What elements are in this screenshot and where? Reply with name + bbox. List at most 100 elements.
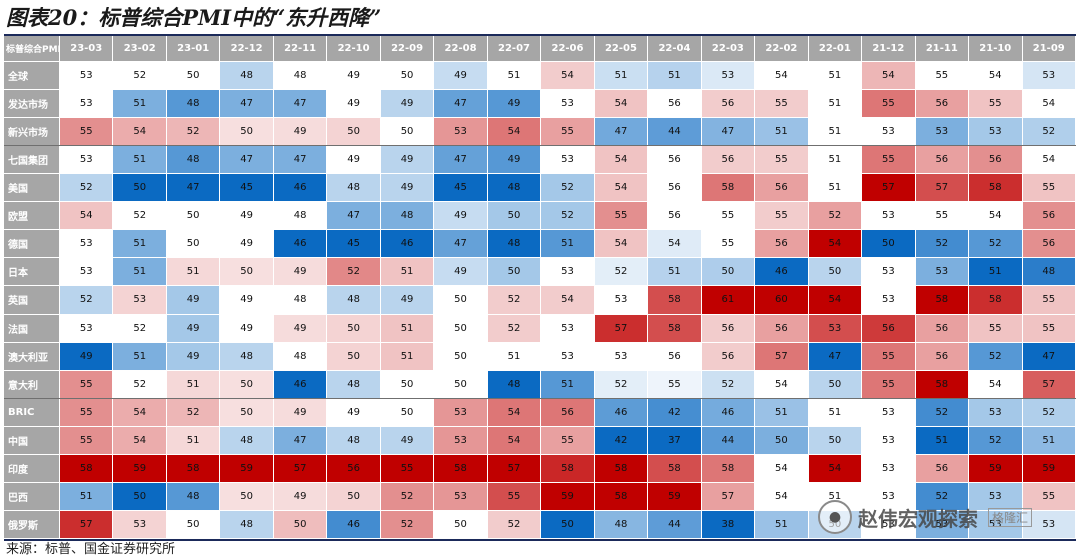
heatmap-cell: 57 — [60, 510, 114, 539]
heatmap-cell: 53 — [434, 482, 488, 511]
heatmap-cell: 51 — [808, 398, 863, 427]
heatmap-cell: 54 — [1022, 146, 1076, 175]
heatmap-cell: 56 — [648, 146, 702, 175]
heatmap-cell: 57 — [862, 174, 916, 203]
heatmap-cell: 47 — [166, 174, 221, 203]
heatmap-cell: 49 — [220, 314, 274, 343]
heatmap-cell: 47 — [273, 146, 328, 175]
heatmap-cell: 48 — [594, 510, 649, 539]
heatmap-cell: 47 — [701, 118, 756, 147]
heatmap-cell: 51 — [380, 342, 435, 371]
heatmap-cell: 51 — [113, 146, 167, 175]
heatmap-cell: 44 — [648, 118, 702, 147]
heatmap-cell: 55 — [60, 370, 114, 399]
heatmap-cell: 59 — [969, 454, 1023, 483]
heatmap-cell: 53 — [60, 90, 114, 119]
heatmap-cell: 53 — [808, 314, 863, 343]
heatmap-cell: 49 — [220, 202, 274, 231]
heatmap-cell: 55 — [1022, 314, 1076, 343]
heatmap-cell: 55 — [648, 370, 702, 399]
heatmap-cell: 56 — [969, 146, 1023, 175]
heatmap-cell: 48 — [380, 202, 435, 231]
heatmap-cell: 55 — [594, 202, 649, 231]
heatmap-cell: 53 — [969, 510, 1023, 539]
heatmap-cell: 55 — [541, 118, 595, 147]
heatmap-cell: 42 — [594, 426, 649, 455]
heatmap-cell: 51 — [113, 342, 167, 371]
row-label: 澳大利亚 — [4, 342, 60, 371]
heatmap-cell: 55 — [969, 314, 1023, 343]
heatmap-cell: 49 — [327, 398, 381, 427]
heatmap-cell: 58 — [701, 454, 756, 483]
heatmap-cell: 56 — [862, 314, 916, 343]
row-label: 发达市场 — [4, 90, 60, 119]
heatmap-cell: 52 — [594, 370, 649, 399]
column-header: 22-07 — [487, 36, 542, 62]
heatmap-cell: 59 — [648, 482, 702, 511]
heatmap-cell: 52 — [541, 202, 595, 231]
heatmap-cell: 52 — [915, 398, 970, 427]
heatmap-cell: 50 — [327, 314, 381, 343]
heatmap-cell: 50 — [755, 426, 809, 455]
heatmap-cell: 49 — [434, 258, 488, 287]
heatmap-cell: 50 — [701, 258, 756, 287]
row-label: 美国 — [4, 174, 60, 203]
heatmap-cell: 55 — [1022, 286, 1076, 315]
heatmap-cell: 50 — [220, 258, 274, 287]
heatmap-cell: 50 — [380, 62, 435, 91]
heatmap-cell: 48 — [166, 90, 221, 119]
heatmap-cell: 48 — [220, 62, 274, 91]
heatmap-cell: 49 — [487, 90, 542, 119]
heatmap-cell: 53 — [113, 286, 167, 315]
heatmap-cell: 50 — [166, 202, 221, 231]
heatmap-cell: 53 — [541, 342, 595, 371]
heatmap-cell: 54 — [487, 398, 542, 427]
column-header: 22-12 — [220, 36, 274, 62]
heatmap-cell: 51 — [113, 90, 167, 119]
heatmap-cell: 49 — [434, 202, 488, 231]
heatmap-cell: 49 — [434, 62, 488, 91]
heatmap-cell: 51 — [380, 258, 435, 287]
heatmap-cell: 49 — [380, 174, 435, 203]
heatmap-cell: 60 — [755, 286, 809, 315]
heatmap-cell: 55 — [541, 426, 595, 455]
heatmap-cell: 54 — [755, 62, 809, 91]
heatmap-cell: 58 — [648, 314, 702, 343]
heatmap-cell: 52 — [60, 174, 114, 203]
column-header: 22-04 — [648, 36, 702, 62]
heatmap-cell: 54 — [1022, 90, 1076, 119]
column-header: 22-11 — [273, 36, 328, 62]
heatmap-cell: 51 — [166, 426, 221, 455]
heatmap-cell: 53 — [60, 314, 114, 343]
heatmap-cell: 53 — [915, 118, 970, 147]
heatmap-cell: 50 — [113, 174, 167, 203]
heatmap-cell: 53 — [60, 258, 114, 287]
heatmap-cell: 52 — [380, 482, 435, 511]
heatmap-cell: 54 — [113, 398, 167, 427]
heatmap-cell: 46 — [594, 398, 649, 427]
heatmap-cell: 56 — [755, 314, 809, 343]
heatmap-cell: 49 — [380, 426, 435, 455]
heatmap-cell: 55 — [915, 202, 970, 231]
heatmap-cell: 55 — [60, 118, 114, 147]
heatmap-cell: 47 — [273, 426, 328, 455]
heatmap-cell: 56 — [915, 90, 970, 119]
heatmap-cell: 52 — [701, 370, 756, 399]
heatmap-cell: 51 — [808, 146, 863, 175]
heatmap-cell: 51 — [541, 230, 595, 259]
heatmap-cell: 56 — [915, 342, 970, 371]
column-header: 22-02 — [755, 36, 809, 62]
heatmap-cell: 45 — [327, 230, 381, 259]
heatmap-cell: 57 — [915, 174, 970, 203]
heatmap-cell: 56 — [541, 398, 595, 427]
heatmap-cell: 48 — [166, 482, 221, 511]
row-label: 德国 — [4, 230, 60, 259]
heatmap-cell: 46 — [327, 510, 381, 539]
column-header: 21-11 — [915, 36, 970, 62]
heatmap-cell: 49 — [60, 342, 114, 371]
column-header: 23-03 — [60, 36, 114, 62]
heatmap-cell: 56 — [701, 314, 756, 343]
heatmap-cell: 55 — [862, 90, 916, 119]
heatmap-cell: 45 — [220, 174, 274, 203]
heatmap-cell: 50 — [434, 314, 488, 343]
